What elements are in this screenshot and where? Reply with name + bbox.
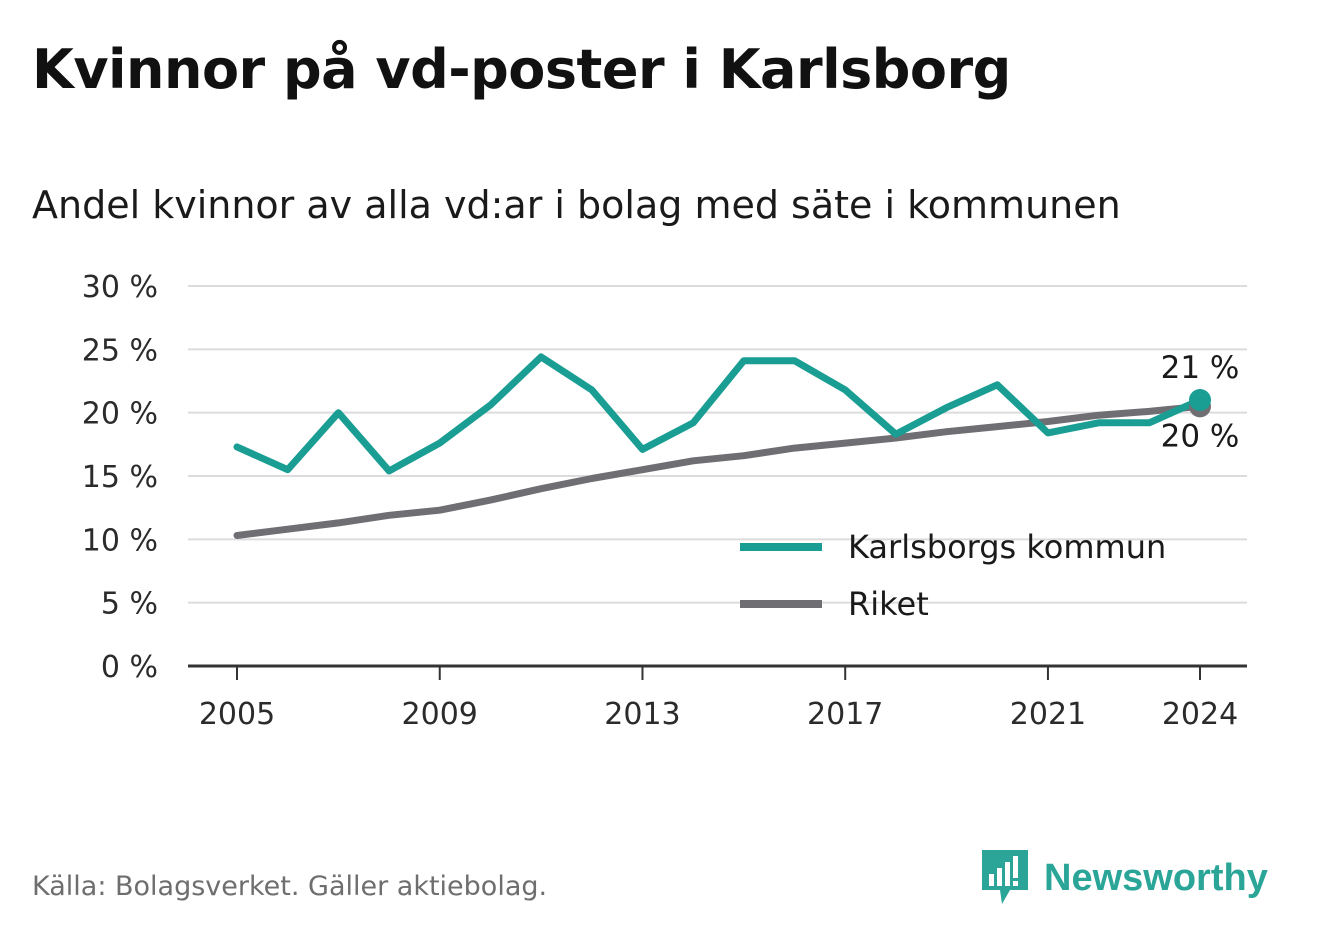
gridlines bbox=[188, 285, 1247, 604]
x-tick-label: 2009 bbox=[402, 697, 478, 732]
x-tick-label: 2024 bbox=[1162, 697, 1238, 732]
chart-title: Kvinnor på vd-poster i Karlsborg bbox=[32, 38, 1011, 101]
brand-name: Newsworthy bbox=[1044, 856, 1268, 899]
series-line-kommun bbox=[233, 353, 1204, 475]
y-tick-label: 15 % bbox=[82, 460, 158, 495]
brand-logo[interactable]: Newsworthy bbox=[980, 848, 1268, 908]
end-marker-kommun bbox=[1189, 389, 1211, 411]
x-tick-label: 2005 bbox=[199, 697, 275, 732]
source-note: Källa: Bolagsverket. Gäller aktiebolag. bbox=[32, 871, 548, 902]
y-tick-label: 10 % bbox=[82, 523, 158, 558]
legend-label-kommun: Karlsborgs kommun bbox=[848, 528, 1166, 566]
y-tick-label: 5 % bbox=[101, 587, 158, 622]
y-tick-label: 25 % bbox=[82, 333, 158, 368]
x-tick-label: 2013 bbox=[604, 697, 680, 732]
end-markers: 21 % 20 % bbox=[1161, 350, 1240, 454]
x-tick-label: 2017 bbox=[807, 697, 883, 732]
y-tick-label: 0 % bbox=[101, 650, 158, 685]
series-line-riket bbox=[233, 402, 1204, 539]
y-tick-label: 30 % bbox=[82, 270, 158, 305]
x-tick-label: 2021 bbox=[1010, 697, 1086, 732]
newsworthy-logo-icon bbox=[980, 846, 1030, 910]
legend: Karlsborgs kommun Riket bbox=[740, 528, 1166, 623]
x-axis-ticks: 2005 2009 2013 2017 2021 2024 bbox=[199, 666, 1238, 732]
chart-subtitle: Andel kvinnor av alla vd:ar i bolag med … bbox=[32, 183, 1121, 227]
series-lines bbox=[233, 353, 1204, 539]
legend-label-riket: Riket bbox=[848, 585, 929, 623]
y-tick-label: 20 % bbox=[82, 397, 158, 432]
y-axis-ticks: 0 % 5 % 10 % 15 % 20 % 25 % 30 % bbox=[82, 270, 158, 685]
end-label-riket: 20 % bbox=[1161, 418, 1240, 454]
end-label-kommun: 21 % bbox=[1161, 350, 1240, 386]
